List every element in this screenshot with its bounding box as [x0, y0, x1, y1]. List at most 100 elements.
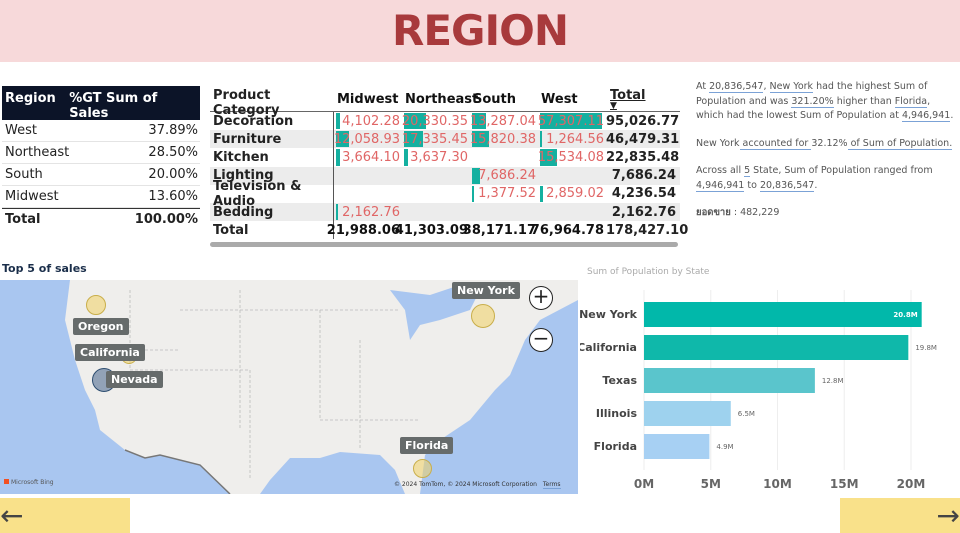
narrative-paragraph: New York accounted for 32.12% of Sum of …: [696, 137, 960, 152]
region-name: West: [5, 123, 37, 138]
matrix-cell[interactable]: [402, 167, 470, 185]
data-bar: [404, 149, 408, 166]
column-header-midwest[interactable]: Midwest: [337, 92, 399, 107]
next-button[interactable]: →: [840, 498, 960, 533]
bar[interactable]: [644, 368, 815, 393]
column-header-northeast[interactable]: Northeast: [405, 92, 479, 107]
data-label: 4.9M: [716, 443, 733, 451]
matrix-cell[interactable]: 17,335.45: [402, 130, 470, 148]
region-pct: 13.60%: [148, 189, 198, 204]
narrative-text: New York: [696, 137, 740, 149]
total-cell: 21,988.06: [326, 222, 400, 238]
region-pct: 28.50%: [148, 145, 198, 160]
matrix-cell[interactable]: [334, 167, 402, 185]
matrix-cell[interactable]: [402, 203, 470, 221]
matrix-cell[interactable]: 2,162.76: [334, 203, 402, 221]
matrix-row[interactable]: Kitchen 3,664.10 3,637.30 15,534.08 22,835.4…: [210, 148, 680, 167]
horizontal-scrollbar[interactable]: [210, 242, 678, 248]
map-label-florida: Florida: [400, 437, 454, 454]
matrix-cell[interactable]: [402, 185, 470, 203]
row-total: 46,479.31: [606, 131, 680, 147]
total-cell: 38,171.17: [462, 222, 536, 238]
matrix-row[interactable]: Lighting 7,686.24 7,686.24: [210, 166, 680, 185]
table-row[interactable]: Midwest 13.60%: [2, 186, 200, 208]
matrix-cell[interactable]: 3,664.10: [334, 148, 402, 166]
bar[interactable]: [644, 401, 731, 426]
cell-value: 12,058.93: [333, 131, 400, 147]
matrix-cell[interactable]: 20,330.35: [402, 112, 470, 130]
data-bar: [540, 185, 544, 202]
cell-value: 2,859.02: [546, 186, 604, 202]
matrix-cell[interactable]: 57,307.11: [538, 112, 606, 130]
matrix-cell[interactable]: [334, 185, 402, 203]
matrix-cell[interactable]: 2,859.02: [538, 185, 606, 203]
data-bar: [472, 113, 487, 130]
column-header-west[interactable]: West: [541, 92, 578, 107]
table-row[interactable]: Northeast 28.50%: [2, 142, 200, 164]
column-header-south[interactable]: South: [473, 92, 517, 107]
category-label: Television & Audio: [210, 179, 334, 209]
matrix-cell[interactable]: [538, 167, 606, 185]
zoom-in-button[interactable]: +: [529, 286, 553, 310]
map-label-california: California: [75, 344, 145, 361]
zoom-out-button[interactable]: −: [529, 328, 553, 352]
matrix-row[interactable]: Decoration 4,102.28 20,330.35 13,287.04 57,3…: [210, 112, 680, 131]
narrative-text: At: [696, 81, 710, 92]
terms-link[interactable]: Terms: [542, 481, 561, 489]
bubble-oregon[interactable]: [86, 295, 106, 315]
table-row[interactable]: South 20.00%: [2, 164, 200, 186]
table-row[interactable]: West 37.89%: [2, 120, 200, 142]
category-label: Kitchen: [210, 148, 334, 167]
matrix-cell[interactable]: 12,058.93: [334, 130, 402, 148]
matrix-cell[interactable]: 7,686.24: [470, 167, 538, 185]
x-tick-label: 15M: [830, 477, 859, 491]
matrix-cell[interactable]: [538, 203, 606, 221]
total-label: Total: [5, 212, 41, 227]
narrative-value: New York: [769, 81, 814, 93]
narrative-value: 321.20%: [791, 95, 834, 108]
matrix-row[interactable]: Television & Audio 1,377.52 2,859.02 4,236.…: [210, 179, 680, 209]
bing-logo: Microsoft Bing: [4, 479, 54, 486]
narrative-paragraph: Across all 5 State, Sum of Population ra…: [696, 164, 960, 193]
matrix-row[interactable]: Furniture 12,058.93 17,335.45 15,820.38 1,26…: [210, 130, 680, 149]
matrix-cell[interactable]: 15,534.08: [538, 148, 606, 166]
back-button[interactable]: ←: [0, 498, 130, 533]
matrix-cell[interactable]: [470, 148, 538, 166]
page-header: REGION: [0, 0, 960, 62]
matrix-row[interactable]: Bedding 2,162.76 2,162.76: [210, 202, 680, 222]
matrix-cell[interactable]: 1,264.56: [538, 130, 606, 148]
matrix-header: Product Category Midwest Northeast South…: [210, 86, 680, 118]
narrative-value: 20,836,547: [759, 179, 815, 192]
matrix-cell[interactable]: [470, 203, 538, 221]
region-name: Midwest: [5, 189, 59, 204]
matrix-cell[interactable]: 15,820.38: [470, 130, 538, 148]
product-matrix: Product Category Midwest Northeast South…: [210, 86, 688, 248]
bar[interactable]: [644, 302, 922, 327]
narrative-value: :: [730, 207, 741, 218]
total-value: 100.00%: [134, 212, 198, 227]
cell-value: 57,307.11: [537, 113, 604, 129]
category-label: New York: [580, 308, 638, 321]
matrix-cell[interactable]: 3,637.30: [402, 148, 470, 166]
arrow-right-icon: →: [936, 499, 960, 532]
bar[interactable]: [644, 434, 710, 459]
matrix-cell[interactable]: 1,377.52: [470, 185, 538, 203]
bubble-new-york[interactable]: [471, 304, 495, 328]
narrative-value: 4,946,941: [696, 179, 745, 192]
column-header-category[interactable]: Product Category: [213, 88, 280, 118]
column-header-gt-sales[interactable]: %GT Sum of Sales ▼: [69, 91, 158, 130]
category-label: Illinois: [596, 407, 638, 420]
category-label: Decoration: [210, 112, 334, 131]
matrix-cell[interactable]: 13,287.04: [470, 112, 538, 130]
matrix-cell[interactable]: 4,102.28: [334, 112, 402, 130]
bubble-florida[interactable]: [413, 459, 432, 478]
region-name: Northeast: [5, 145, 70, 160]
column-header-region[interactable]: Region: [5, 91, 56, 106]
map-visual[interactable]: New York Oregon California Nevada Florid…: [0, 280, 578, 494]
data-label: 12.8M: [822, 377, 844, 385]
bar[interactable]: [644, 335, 909, 360]
cell-value: 1,377.52: [478, 186, 536, 202]
narrative-text: higher than: [833, 95, 895, 107]
data-bar: [540, 113, 602, 130]
column-header-total[interactable]: Total ▼: [610, 88, 646, 111]
